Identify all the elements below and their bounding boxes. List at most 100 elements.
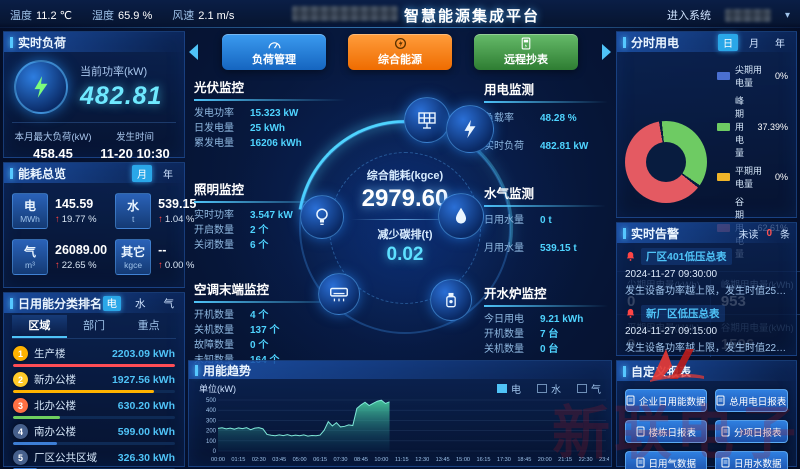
- alert-name: 新厂区低压总表: [641, 305, 725, 322]
- legend-water[interactable]: 水: [537, 381, 561, 396]
- ranking-tab-water[interactable]: 水: [135, 297, 146, 310]
- alert-item[interactable]: 新厂区低压总表 2024-11-27 09:15:00 发生设备功率越上限，发生…: [617, 300, 796, 357]
- title-accent: [623, 227, 626, 239]
- legend-pct: 0%: [774, 71, 788, 81]
- carbon-reduction-value: 0.02: [386, 244, 424, 265]
- ranking-subtab-area[interactable]: 区域: [12, 315, 67, 338]
- boiler-icon: [430, 279, 472, 321]
- trend-area-chart[interactable]: 0 100 200 300 400 500 00:00 01:15 02:30 03:45 05:0…: [193, 397, 609, 463]
- alert-desc: 发生设备功率越上限，发生时值253.2kW，…: [625, 286, 788, 297]
- title-accent: [10, 36, 13, 48]
- report-button-building[interactable]: 楼栋日报表: [625, 420, 707, 443]
- energy-cell-gas: 气 m³ 26089.00 ↑ 22.65 %: [12, 239, 107, 275]
- ranking-row[interactable]: 4 南办公楼 599.00 kWh: [4, 421, 184, 447]
- svg-text:08:45: 08:45: [354, 457, 368, 463]
- alert-desc: 发生设备功率越上限，发生时值224.94kW…: [625, 343, 788, 354]
- temperature-value: 11.2 ℃: [36, 10, 73, 22]
- svg-text:10:00: 10:00: [374, 457, 388, 463]
- max-load-label: 本月最大负荷(kW): [14, 132, 92, 143]
- bulb-icon: [300, 195, 344, 239]
- report-button-total-electric[interactable]: 总用电日报表: [714, 389, 788, 412]
- legend-electric[interactable]: 电: [497, 381, 521, 396]
- username-blurred[interactable]: [724, 8, 771, 22]
- ranking-row[interactable]: 2 新办公楼 1927.56 kWh: [4, 369, 184, 395]
- tou-tab-day[interactable]: 日: [718, 33, 738, 51]
- ranking-title: 日用能分类排名: [18, 296, 103, 311]
- svg-text:16:15: 16:15: [476, 457, 490, 463]
- ranking-subtab-dept[interactable]: 部门: [83, 320, 105, 332]
- chevron-down-icon[interactable]: ▾: [784, 9, 790, 21]
- svg-text:18:45: 18:45: [517, 457, 531, 463]
- cell-name: 电: [23, 199, 36, 213]
- row-value: 2 个: [250, 225, 269, 236]
- cell-delta: 1.04 %: [164, 214, 195, 225]
- nav-button-label: 综合能源: [378, 54, 422, 66]
- row-label: 月用水量: [484, 243, 524, 254]
- tou-panel: 分时用电 日 月 年 尖期用电量 0% 峰期用电量 37.39% 平期用电量 0% 谷…: [616, 31, 800, 357]
- report-button-daily-water[interactable]: 日用水数据: [714, 451, 788, 469]
- ranking-row[interactable]: 1 生产楼 2203.09 kWh: [4, 343, 184, 369]
- svg-text:21:15: 21:15: [558, 457, 572, 463]
- toggle-year[interactable]: 年: [163, 169, 173, 181]
- ranking-tab-electric[interactable]: 电: [102, 295, 121, 311]
- load-management-button[interactable]: 负荷管理: [222, 34, 326, 70]
- report-button-label: 总用电日报表: [729, 396, 787, 408]
- svg-text:00:00: 00:00: [211, 457, 225, 463]
- tou-tab-month[interactable]: 月: [749, 38, 759, 50]
- donut-hole: [646, 141, 686, 182]
- rank-name: 新办公楼: [34, 374, 76, 386]
- cell-name: 水: [127, 199, 140, 213]
- document-icon: [636, 426, 644, 437]
- integrated-energy-button[interactable]: 综合能源: [348, 34, 452, 70]
- legend-gas[interactable]: 气: [577, 381, 601, 396]
- divider: [194, 301, 349, 303]
- report-button-daily-energy[interactable]: 企业日用能数据: [625, 389, 707, 412]
- tou-tab-year[interactable]: 年: [775, 38, 785, 50]
- tou-donut-chart[interactable]: [625, 120, 707, 203]
- weather-bar: 温度 11.2 ℃ 湿度 65.9 % 风速 2.1 m/s: [10, 7, 234, 23]
- company-name-blurred: [292, 6, 398, 21]
- current-power-value: 482.81: [80, 82, 163, 110]
- ac-title: 空调末端监控: [194, 283, 270, 297]
- reports-panel: 自定义报表 企业日用能数据 总用电日报表 楼栋日报表 分项日报表 日用气数据 日…: [616, 360, 797, 469]
- toggle-month[interactable]: 月: [132, 164, 152, 182]
- report-button-subitem[interactable]: 分项日报表: [714, 420, 788, 443]
- rank-bar-fill: [13, 390, 154, 393]
- total-energy-value: 2979.60: [361, 185, 449, 212]
- chevron-left-icon[interactable]: [189, 44, 198, 60]
- rank-bar-track: [13, 416, 175, 419]
- report-button-label: 楼栋日报表: [648, 427, 697, 439]
- bell-icon: [626, 251, 635, 261]
- row-label: 日发电量: [194, 123, 234, 134]
- lighting-title: 照明监控: [194, 183, 245, 197]
- title-accent: [623, 36, 626, 48]
- rank-value: 599.00 kWh: [117, 425, 175, 438]
- solar-panel-icon: [404, 97, 450, 143]
- ranking-tab-gas[interactable]: 气: [163, 297, 175, 310]
- nav-button-label: 负荷管理: [252, 53, 296, 66]
- reports-title: 自定义报表: [631, 364, 692, 379]
- ranking-subtab-key[interactable]: 重点: [137, 320, 160, 332]
- checkbox-icon: [537, 384, 547, 393]
- tou-legend-item: 峰期用电量 37.39%: [717, 94, 788, 159]
- row-value: 539.15 t: [540, 243, 577, 254]
- chevron-right-icon[interactable]: [602, 44, 611, 60]
- alert-item[interactable]: 厂区401低压总表 2024-11-27 09:30:00 发生设备功率越上限，…: [617, 243, 796, 300]
- document-icon: [626, 395, 635, 406]
- svg-text:0: 0: [213, 449, 217, 455]
- row-value: 0 台: [540, 344, 559, 355]
- ranking-row[interactable]: 3 北办公楼 630.20 kWh: [4, 395, 184, 421]
- lighting-monitor: 照明监控 实时功率 3.547 kW 开启数量 2 个 关闭数量 6 个: [194, 179, 339, 253]
- divider: [484, 101, 608, 103]
- enter-system-link[interactable]: 进入系统: [666, 10, 711, 22]
- pv-monitor: 光伏监控 发电功率 15.323 kW 日发电量 25 kWh 累发电量 16206 …: [194, 77, 346, 151]
- realtime-load-panel: 实时负荷 当前功率(kW) 482.81 本月最大负荷(kW) 458.45 发…: [3, 31, 185, 161]
- row-label: 开启数量: [194, 225, 234, 236]
- row-label: 关机数量: [194, 325, 234, 336]
- cell-unit: MWh: [20, 214, 40, 224]
- remote-meter-button[interactable]: 远程抄表: [474, 34, 578, 70]
- ranking-row[interactable]: 5 厂区公共区域 326.30 kWh: [4, 447, 184, 469]
- rank-name: 生产楼: [34, 348, 66, 360]
- report-button-daily-gas[interactable]: 日用气数据: [625, 451, 707, 469]
- gauge-icon: [268, 41, 280, 49]
